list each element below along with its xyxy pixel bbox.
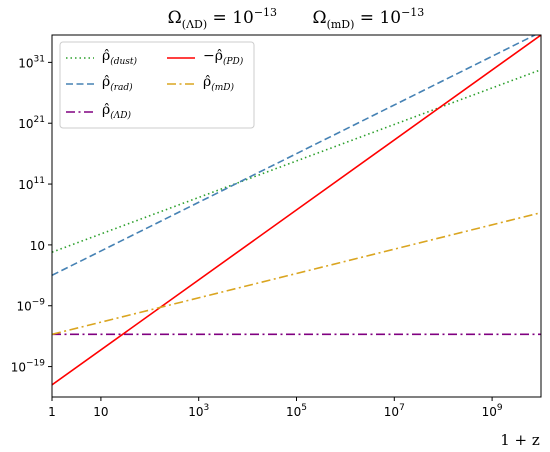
legend-label-3: −ρ̂(PD) xyxy=(203,48,244,67)
series-group xyxy=(52,35,541,386)
ticks-group: 1 10 103 105 107 109 1031 1021 1011 10 10−9 10−19 xyxy=(11,54,503,419)
title-left-sub: (ΛD) xyxy=(182,18,207,31)
series-line-1 xyxy=(52,35,537,277)
legend-box xyxy=(59,41,255,129)
title-right-eq: = 10 xyxy=(354,8,401,28)
legend: ρ̂(dust) ρ̂(rad) ρ̂(ΛD) −ρ̂(PD) ρ̂(mD) xyxy=(59,41,255,129)
y-tick-label-2: 1011 xyxy=(18,176,45,192)
legend-label-1: ρ̂(rad) xyxy=(102,74,133,93)
title-right-exp: −13 xyxy=(401,6,424,19)
x-tick-label-2: 103 xyxy=(188,403,209,419)
x-tick-label-3: 105 xyxy=(286,403,307,419)
title-right-base: Ω xyxy=(312,8,326,28)
title-left-exp: −13 xyxy=(254,6,277,19)
title-left-eq: = 10 xyxy=(207,8,254,28)
y-tick-label-3: 10 xyxy=(30,239,45,253)
x-axis-label: 1 + z xyxy=(500,431,540,449)
series-line-0 xyxy=(52,68,541,253)
title-left-base: Ω xyxy=(168,8,182,28)
x-tick-label-0: 1 xyxy=(48,405,56,419)
x-tick-label-4: 107 xyxy=(384,403,405,419)
y-tick-label-1: 1021 xyxy=(18,115,45,131)
title-right-sub: (mD) xyxy=(327,18,355,31)
y-tick-label-5: 10−19 xyxy=(11,359,46,375)
x-tick-label-1: 10 xyxy=(93,405,108,419)
legend-label-0: ρ̂(dust) xyxy=(102,48,138,67)
legend-label-4: ρ̂(mD) xyxy=(203,74,234,93)
chart-title: Ω(ΛD) = 10−13 Ω(mD) = 10−13 xyxy=(168,6,425,31)
x-tick-label-5: 109 xyxy=(482,403,503,419)
series-line-4 xyxy=(52,211,541,336)
y-tick-label-0: 1031 xyxy=(18,54,45,70)
series-line-3 xyxy=(52,35,541,386)
legend-label-2: ρ̂(ΛD) xyxy=(102,102,131,121)
y-tick-label-4: 10−9 xyxy=(16,298,45,314)
